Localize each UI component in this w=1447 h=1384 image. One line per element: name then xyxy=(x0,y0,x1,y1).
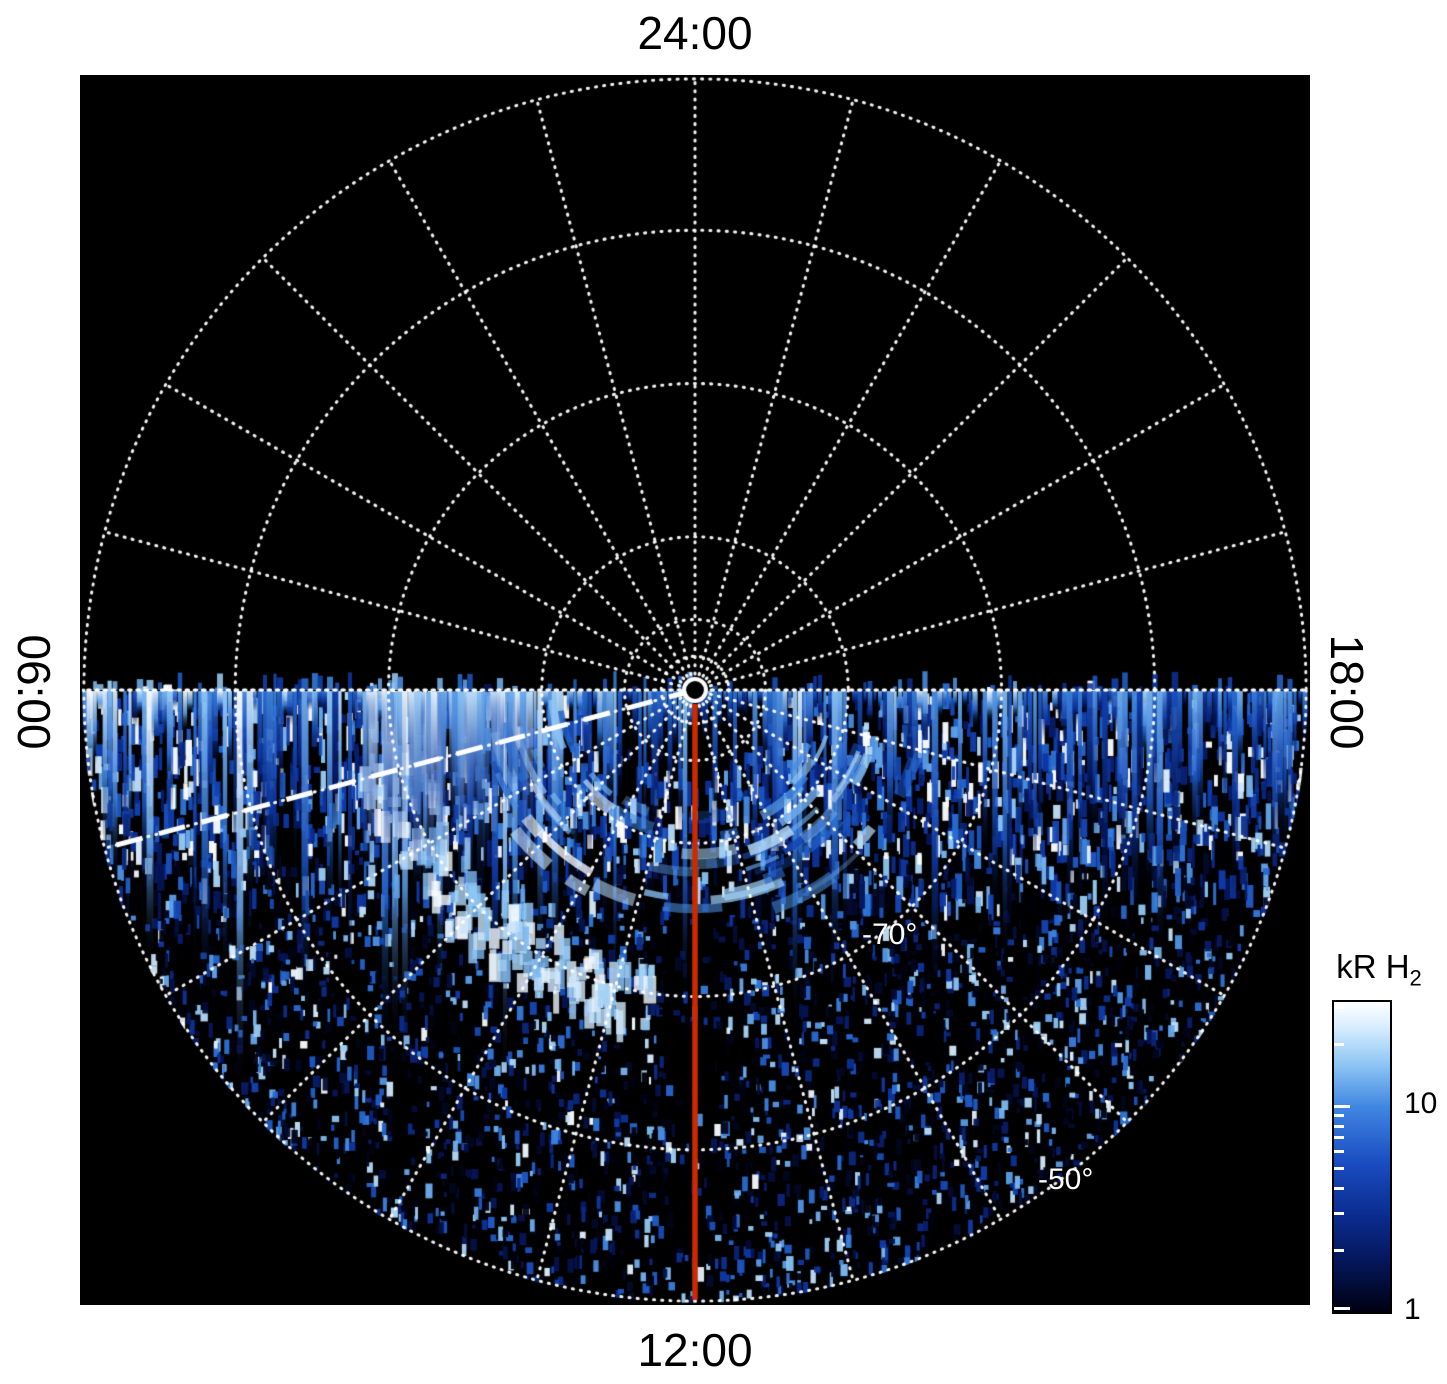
time-label-0600: 06:00 xyxy=(8,634,60,750)
colorbar-major-tick xyxy=(1334,1104,1350,1108)
colorbar-minor-tick xyxy=(1334,1006,1344,1010)
colorbar-minor-tick xyxy=(1334,1042,1344,1046)
colorbar-minor-tick xyxy=(1334,1166,1344,1170)
colorbar: kR H2 10 1 xyxy=(1312,948,1447,1368)
colorbar-label: kR H2 xyxy=(1316,948,1442,992)
colorbar-minor-tick xyxy=(1334,1186,1344,1190)
colorbar-label-text: kR H xyxy=(1336,948,1410,985)
colorbar-tick-label-10: 10 xyxy=(1404,1087,1438,1121)
colorbar-minor-tick xyxy=(1334,1150,1344,1154)
colorbar-minor-tick xyxy=(1334,1136,1344,1140)
aurora-heatmap-canvas xyxy=(80,75,1310,1305)
colorbar-minor-tick xyxy=(1334,1124,1344,1128)
colorbar-tick-label-1: 1 xyxy=(1404,1293,1421,1326)
colorbar-minor-tick xyxy=(1334,1212,1344,1216)
latitude-label-minus50: -50° xyxy=(1038,1163,1094,1196)
colorbar-minor-tick xyxy=(1334,1248,1344,1252)
time-label-1200: 12:00 xyxy=(637,1324,753,1376)
colorbar-gradient xyxy=(1332,1000,1392,1314)
latitude-label-minus70: -70° xyxy=(862,918,918,951)
time-label-2400: 24:00 xyxy=(637,7,753,59)
colorbar-label-subscript: 2 xyxy=(1409,965,1422,991)
colorbar-major-tick xyxy=(1334,1307,1350,1311)
colorbar-minor-tick xyxy=(1334,1113,1344,1117)
time-label-1800: 18:00 xyxy=(1321,634,1373,750)
